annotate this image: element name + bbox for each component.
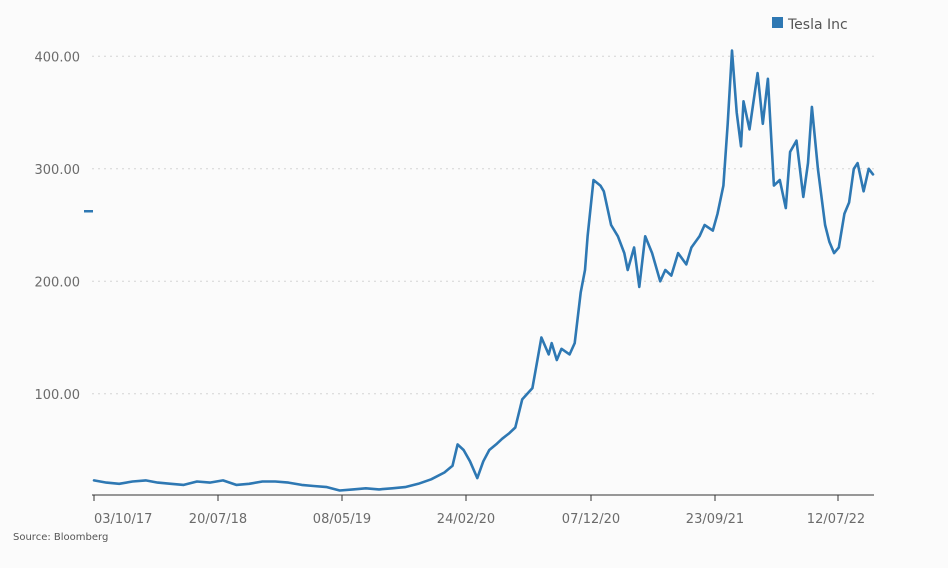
legend-swatch-tesla (772, 17, 783, 28)
x-tick-label: 24/02/20 (437, 512, 495, 527)
legend: Tesla Inc (772, 17, 848, 33)
x-axis: 03/10/17 20/07/18 08/05/19 24/02/20 07/12/20… (93, 495, 865, 527)
y-tick-label: 400.00 (35, 50, 81, 65)
gridlines (92, 55, 874, 395)
x-tick-label: 08/05/19 (313, 512, 371, 527)
y-axis: 100.00 200.00 300.00 400.00 (35, 50, 81, 403)
series-line-tesla (92, 49, 875, 492)
x-tick-label: 07/12/20 (562, 512, 620, 527)
y-tick-label: 200.00 (35, 275, 81, 290)
y-tick-label: 100.00 (35, 388, 81, 403)
series-layer (92, 49, 875, 492)
x-tick-label: 12/07/22 (807, 512, 865, 527)
y-tick-label: 300.00 (35, 163, 81, 178)
axis-marker (84, 210, 93, 213)
source-note: Source: Bloomberg (13, 532, 108, 543)
x-tick-label: 20/07/18 (189, 512, 247, 527)
legend-label-tesla: Tesla Inc (787, 17, 848, 33)
x-tick-label: 23/09/21 (686, 512, 744, 527)
x-tick-label: 03/10/17 (94, 512, 152, 527)
